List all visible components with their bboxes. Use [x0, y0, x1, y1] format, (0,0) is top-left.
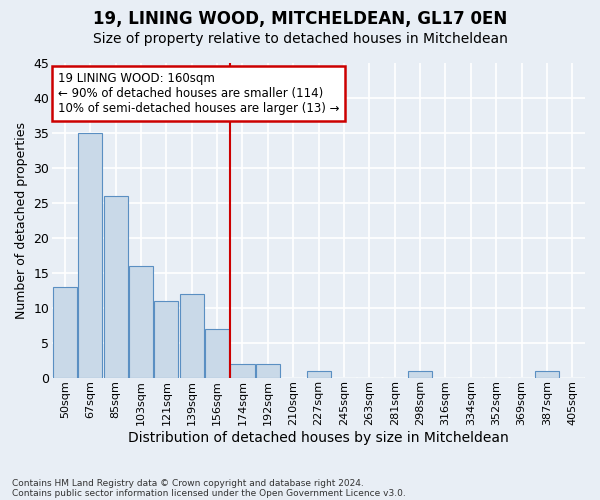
Bar	[78, 132, 103, 378]
Bar	[154, 300, 178, 378]
Y-axis label: Number of detached properties: Number of detached properties	[15, 122, 28, 318]
Bar	[53, 286, 77, 378]
Bar	[230, 364, 254, 378]
X-axis label: Distribution of detached houses by size in Mitcheldean: Distribution of detached houses by size …	[128, 431, 509, 445]
Bar	[307, 370, 331, 378]
Bar	[129, 266, 153, 378]
Text: Contains public sector information licensed under the Open Government Licence v3: Contains public sector information licen…	[12, 488, 406, 498]
Bar	[256, 364, 280, 378]
Bar	[104, 196, 128, 378]
Text: 19, LINING WOOD, MITCHELDEAN, GL17 0EN: 19, LINING WOOD, MITCHELDEAN, GL17 0EN	[93, 10, 507, 28]
Bar	[205, 328, 229, 378]
Text: Size of property relative to detached houses in Mitcheldean: Size of property relative to detached ho…	[92, 32, 508, 46]
Text: 19 LINING WOOD: 160sqm
← 90% of detached houses are smaller (114)
10% of semi-de: 19 LINING WOOD: 160sqm ← 90% of detached…	[58, 72, 339, 115]
Bar	[535, 370, 559, 378]
Text: Contains HM Land Registry data © Crown copyright and database right 2024.: Contains HM Land Registry data © Crown c…	[12, 478, 364, 488]
Bar	[179, 294, 204, 378]
Bar	[408, 370, 432, 378]
